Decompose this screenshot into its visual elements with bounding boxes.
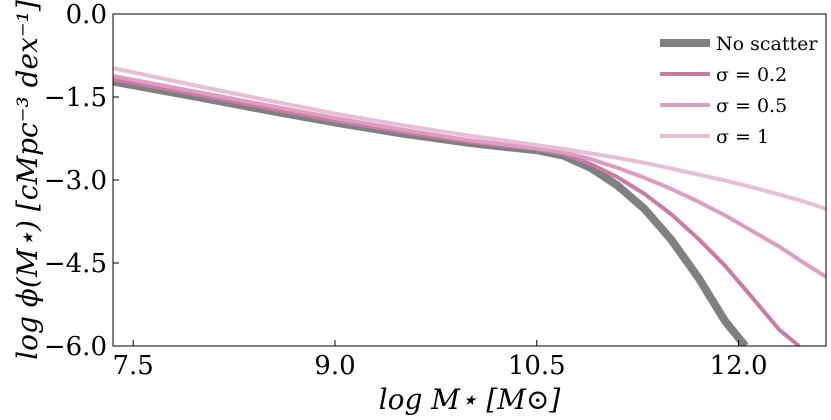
plot-area xyxy=(113,66,826,346)
y-tick-label: −3.0 xyxy=(44,166,107,196)
y-tick-label: −4.5 xyxy=(44,249,107,279)
legend-label-2: σ = 0.5 xyxy=(716,95,787,117)
y-axis: 0.0 −1.5 −3.0 −4.5 −6.0 xyxy=(44,0,119,362)
y-tick-label: −6.0 xyxy=(44,332,107,362)
legend: No scatter σ = 0.2 σ = 0.5 σ = 1 xyxy=(660,33,818,148)
x-axis-label: log M⋆ [M⊙] xyxy=(379,383,561,416)
legend-label-0: No scatter xyxy=(716,33,818,55)
x-tick-label: 10.5 xyxy=(508,351,566,381)
series-line-1 xyxy=(113,77,801,346)
y-tick-label: 0.0 xyxy=(66,0,107,30)
legend-label-3: σ = 1 xyxy=(716,126,769,148)
y-tick-label: −1.5 xyxy=(44,83,107,113)
series-line-2 xyxy=(113,74,826,279)
x-tick-label: 9.0 xyxy=(314,351,355,381)
series-line-0 xyxy=(113,77,749,346)
x-axis: 7.5 9.0 10.5 12.0 xyxy=(112,340,768,381)
y-axis-label: log ϕ(M⋆) [cMpc⁻³ dex⁻¹] xyxy=(11,0,44,360)
legend-label-1: σ = 0.2 xyxy=(716,64,787,86)
x-tick-label: 12.0 xyxy=(710,351,768,381)
series-line-3 xyxy=(113,66,826,211)
x-tick-label: 7.5 xyxy=(112,351,153,381)
